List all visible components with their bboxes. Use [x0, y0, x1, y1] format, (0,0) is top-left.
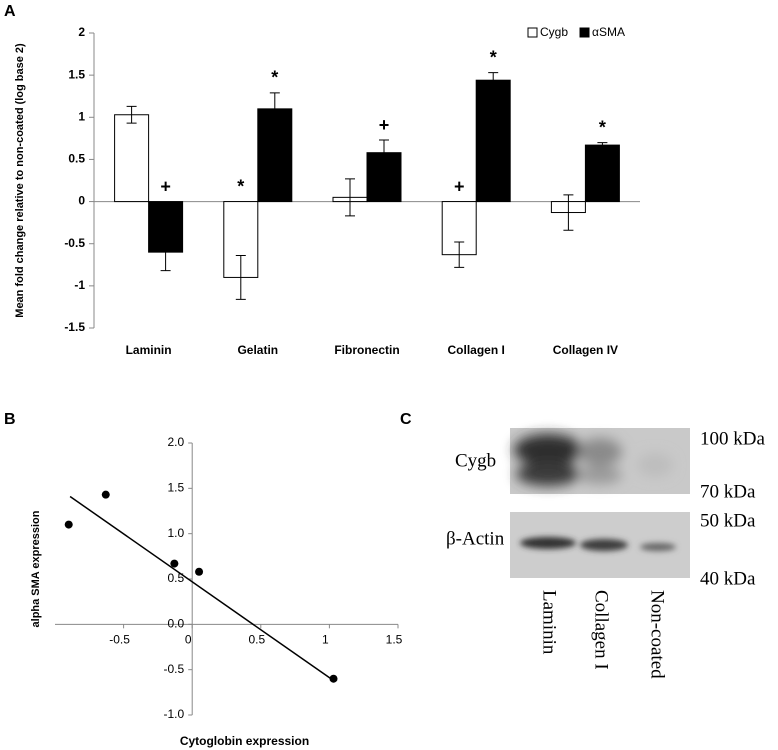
error-bar	[345, 178, 355, 217]
x-tick-label: 1.5	[386, 633, 403, 647]
y-tick-label: 0	[78, 194, 85, 208]
blot-lower-bands	[520, 537, 676, 551]
y-tick-label: 0.5	[68, 152, 85, 166]
blot-images	[510, 428, 690, 578]
error-bar	[126, 105, 137, 124]
y-axis-label: Mean fold change relative to non-coated …	[14, 43, 26, 318]
x-tick-label: 1	[322, 633, 329, 647]
error-bar	[379, 139, 389, 166]
y-tick-label: 2.0	[168, 435, 185, 449]
y-axis-label: alpha SMA expression	[30, 510, 42, 627]
error-bar	[160, 233, 171, 272]
y-tick-label: 2	[78, 25, 85, 39]
legend-swatch	[527, 27, 538, 38]
x-tick-label: Laminin	[126, 343, 172, 357]
significance-mark: *	[599, 117, 606, 137]
marker-label: 100 kDa	[700, 428, 765, 449]
bar	[114, 114, 150, 203]
lane-label: Collagen I	[591, 590, 612, 670]
x-tick-label: -0.5	[109, 633, 130, 647]
y-tick-label: 1.0	[168, 526, 185, 540]
y-tick-label: 1.5	[68, 67, 85, 81]
panel-label: C	[400, 411, 412, 428]
marker-label: 50 kDa	[700, 510, 756, 531]
blot-row-label: β-Actin	[446, 528, 505, 549]
blot-upper-bands	[514, 434, 673, 486]
bar	[475, 79, 511, 203]
y-tick-label: -0.5	[164, 662, 185, 676]
point	[101, 490, 110, 499]
significance-mark: +	[379, 115, 390, 135]
blot-row-label: Cygb	[455, 450, 496, 471]
lane-label: Non-coated	[647, 590, 668, 679]
x-tick-label: Fibronectin	[334, 343, 399, 357]
x-tick-label: Collagen I	[448, 343, 505, 357]
legend-label: αSMA	[592, 25, 625, 39]
significance-mark: *	[237, 176, 244, 196]
panel-label: A	[4, 3, 16, 20]
x-axis-label: Cytoglobin expression	[180, 734, 309, 748]
error-bar	[269, 92, 280, 126]
error-bar	[563, 194, 574, 231]
y-tick-label: 1.5	[168, 481, 185, 495]
error-bar	[488, 72, 499, 89]
error-bar	[597, 142, 608, 149]
legend-swatch	[579, 27, 590, 38]
x-tick-label: Gelatin	[237, 343, 278, 357]
significance-mark: +	[160, 176, 171, 196]
point	[64, 520, 73, 529]
y-tick-label: -1.0	[164, 707, 185, 721]
trend-line	[69, 495, 334, 682]
y-tick-label: 0.0	[168, 617, 185, 631]
error-bar	[454, 241, 465, 268]
x-tick-label: Collagen IV	[553, 343, 618, 357]
y-tick-label: 1	[78, 109, 85, 123]
marker-label: 40 kDa	[700, 568, 756, 589]
x-tick-label: 0	[185, 633, 192, 647]
y-tick-label: -1	[74, 278, 85, 292]
marker-label: 70 kDa	[700, 481, 756, 502]
legend-label: Cygb	[540, 25, 568, 39]
significance-mark: *	[490, 47, 497, 67]
y-tick-label: -0.5	[64, 236, 85, 250]
panel-label: B	[4, 411, 16, 428]
error-bar	[235, 255, 246, 300]
significance-mark: *	[271, 68, 278, 88]
lane-label: Laminin	[539, 590, 560, 655]
point	[195, 567, 204, 576]
point	[329, 674, 338, 683]
y-tick-label: 0.5	[168, 571, 185, 585]
point	[170, 559, 179, 568]
y-tick-label: -1.5	[64, 320, 85, 334]
x-tick-label: 0.5	[248, 633, 265, 647]
bar	[584, 144, 620, 203]
significance-mark: +	[454, 176, 465, 196]
